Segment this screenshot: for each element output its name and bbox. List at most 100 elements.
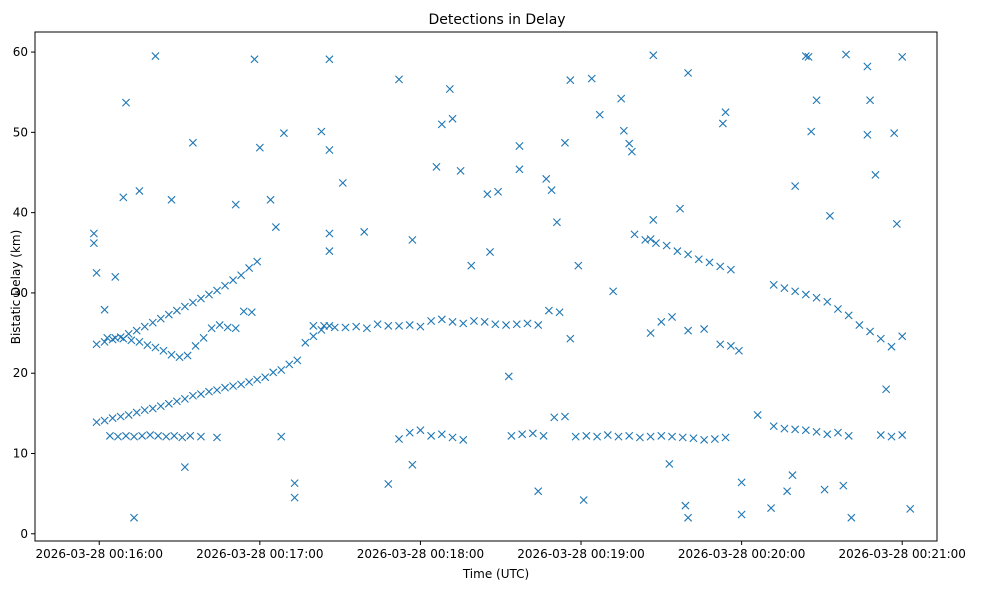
x-tick-label: 2026-03-28 00:18:00: [357, 547, 484, 561]
data-point-marker: [237, 380, 246, 389]
y-tick-label: 10: [13, 446, 28, 460]
data-point-marker: [325, 146, 334, 155]
data-point-marker: [684, 513, 693, 522]
data-point-marker: [737, 478, 746, 487]
data-point-marker: [223, 323, 232, 332]
data-point-marker: [646, 432, 655, 441]
data-point-marker: [662, 241, 671, 250]
data-point-marker: [528, 429, 537, 438]
data-point-marker: [148, 404, 157, 413]
data-point-marker: [619, 126, 628, 135]
data-point-marker: [898, 52, 907, 61]
data-point-marker: [416, 426, 425, 435]
data-point-marker: [855, 321, 864, 330]
data-point-marker: [812, 96, 821, 105]
x-axis-label: Time (UTC): [462, 567, 529, 581]
data-point-marker: [395, 435, 404, 444]
data-point-marker: [906, 504, 915, 513]
data-point-marker: [842, 50, 850, 59]
data-point-marker: [825, 211, 834, 220]
data-point-marker: [352, 322, 361, 331]
data-point-marker: [135, 337, 144, 346]
data-point-marker: [92, 268, 101, 277]
data-point-marker: [253, 375, 262, 384]
data-point-marker: [801, 52, 810, 61]
data-point-marker: [491, 320, 500, 329]
data-point-marker: [341, 323, 350, 332]
data-point-marker: [122, 98, 130, 107]
data-point-marker: [384, 321, 393, 330]
data-point-marker: [483, 190, 492, 199]
data-point-marker: [156, 402, 165, 411]
data-point-marker: [866, 96, 875, 105]
data-point-marker: [111, 333, 120, 342]
data-point-marker: [863, 130, 872, 139]
data-point-marker: [151, 343, 160, 352]
data-point-marker: [178, 433, 187, 442]
data-point-marker: [92, 418, 101, 427]
data-point-marker: [494, 187, 503, 196]
data-point-marker: [582, 431, 591, 440]
data-point-marker: [140, 406, 149, 415]
chart-title: Detections in Delay: [428, 12, 565, 28]
data-point-marker: [737, 510, 746, 519]
data-point-marker: [804, 52, 813, 61]
data-point-marker: [467, 261, 476, 270]
data-point-marker: [657, 431, 666, 440]
data-point-marker: [221, 281, 230, 290]
data-point-marker: [204, 387, 213, 396]
data-point-marker: [566, 76, 575, 85]
data-point-marker: [309, 332, 318, 341]
data-point-marker: [100, 416, 109, 425]
data-point-marker: [111, 272, 120, 281]
data-point-marker: [231, 200, 240, 209]
data-point-marker: [625, 431, 634, 440]
data-point-marker: [823, 297, 832, 306]
data-point-marker: [100, 337, 109, 346]
data-point-marker: [502, 321, 511, 330]
data-point-marker: [325, 229, 334, 238]
y-tick-label: 60: [13, 45, 28, 59]
data-point-marker: [293, 356, 302, 365]
y-tick-label: 20: [13, 366, 28, 380]
data-point-marker: [239, 307, 248, 316]
data-point-marker: [566, 334, 575, 343]
data-point-marker: [261, 373, 270, 382]
data-point-marker: [271, 223, 280, 232]
data-point-marker: [555, 308, 564, 317]
y-tick-label: 40: [13, 206, 28, 220]
data-point-marker: [734, 346, 743, 355]
data-point-marker: [119, 334, 128, 343]
data-point-marker: [143, 341, 152, 350]
data-point-marker: [301, 338, 310, 347]
data-point-marker: [547, 186, 556, 195]
data-point-marker: [416, 322, 425, 331]
data-point-marker: [266, 195, 275, 204]
data-point-marker: [839, 481, 848, 490]
data-point-marker: [164, 399, 173, 408]
data-point-marker: [408, 460, 417, 469]
data-point-marker: [480, 317, 489, 326]
data-point-marker: [317, 127, 326, 136]
data-point-marker: [277, 366, 286, 374]
data-point-marker: [560, 138, 569, 147]
data-point-marker: [116, 412, 125, 421]
data-point-marker: [172, 306, 181, 315]
data-point-marker: [432, 162, 441, 171]
data-point-marker: [700, 435, 709, 444]
data-point-marker: [574, 261, 583, 270]
data-point-marker: [676, 204, 685, 213]
data-point-marker: [646, 329, 655, 338]
data-point-marker: [518, 430, 527, 439]
data-point-marker: [247, 308, 256, 317]
data-point-marker: [132, 326, 141, 335]
data-point-marker: [437, 430, 446, 439]
data-point-marker: [603, 431, 612, 440]
data-point-marker: [684, 68, 693, 77]
data-point-marker: [167, 195, 176, 204]
data-point-marker: [876, 431, 885, 440]
data-point-marker: [255, 143, 264, 152]
data-point-marker: [132, 408, 141, 417]
data-point-marker: [609, 287, 618, 296]
